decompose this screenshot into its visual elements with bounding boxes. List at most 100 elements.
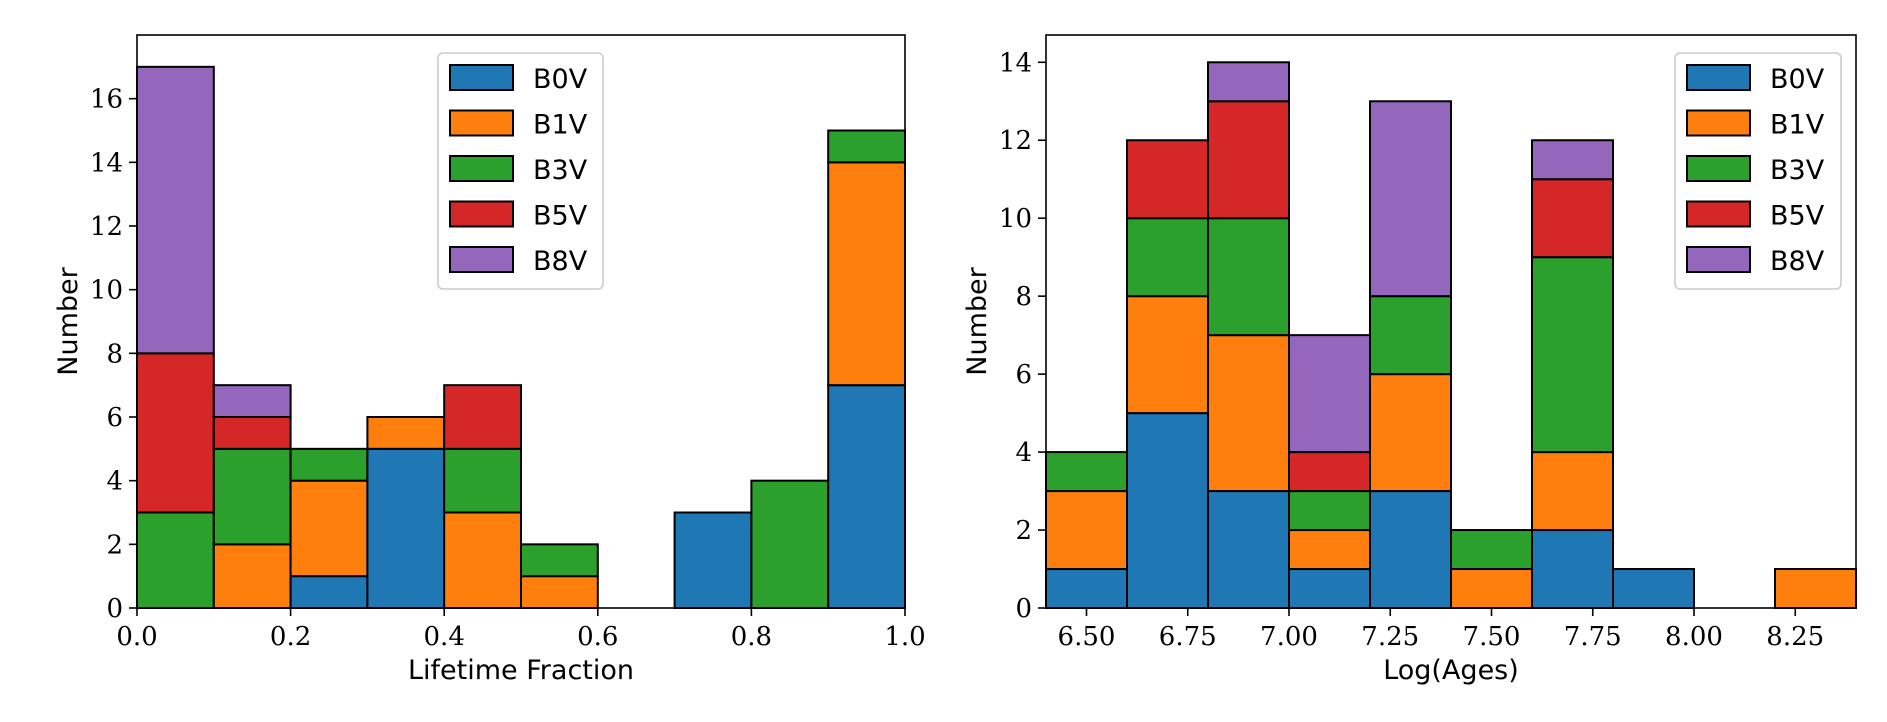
y-axis-label: Number [962, 266, 993, 375]
x-tick-label: 0.2 [270, 622, 311, 652]
bar-b1v-bin-5 [520, 575, 599, 610]
x-tick-label: 7.50 [1463, 622, 1521, 652]
bar-b0v-bin-7 [673, 511, 753, 609]
legend-label-b1v: B1V [1770, 110, 1825, 141]
bar-b5v-bin-0 [136, 352, 215, 514]
y-tick-label: 2 [106, 530, 123, 560]
x-tick-label: 6.75 [1159, 622, 1217, 652]
bar-b0v-bin-7 [1612, 568, 1695, 609]
bar-b3v-bin-3 [1288, 490, 1371, 532]
bar-b3v-bin-8 [750, 479, 830, 609]
legend-swatch-b0v [449, 64, 514, 91]
legend-label-b8v: B8V [533, 246, 588, 277]
bar-b1v-bin-3 [366, 416, 446, 450]
bar-b1v-bin-9 [827, 161, 907, 387]
x-axis-label: Log(Ages) [1383, 655, 1519, 686]
bar-b3v-bin-0 [1045, 451, 1128, 493]
bar-b3v-bin-2 [289, 447, 369, 482]
legend-swatch-b3v [1686, 155, 1751, 182]
x-tick-label: 6.50 [1058, 622, 1116, 652]
x-tick-label: 1.0 [884, 622, 925, 652]
bar-b0v-bin-0 [1045, 568, 1128, 609]
bar-b3v-bin-2 [1207, 217, 1290, 337]
y-tick-label: 0 [106, 594, 123, 624]
bar-b3v-bin-4 [443, 447, 523, 514]
bar-b1v-bin-6 [1531, 451, 1614, 532]
legend-swatch-b8v [1686, 246, 1751, 273]
bar-b3v-bin-0 [136, 511, 215, 609]
bar-b5v-bin-2 [1207, 100, 1290, 220]
bar-b1v-bin-4 [443, 511, 523, 609]
bar-b0v-bin-3 [1288, 568, 1371, 609]
y-tick-label: 2 [1015, 516, 1032, 546]
bar-b1v-bin-5 [1450, 568, 1533, 609]
legend-swatch-b5v [449, 200, 514, 228]
bar-b5v-bin-6 [1531, 178, 1614, 259]
bar-b1v-bin-9 [1774, 568, 1857, 609]
y-tick-label: 10 [999, 204, 1032, 234]
legend-swatch-b0v [1686, 64, 1751, 91]
y-tick-label: 0 [1015, 594, 1032, 624]
legend-swatch-b8v [449, 246, 514, 273]
bar-b8v-bin-0 [136, 65, 215, 355]
y-tick-label: 8 [106, 339, 123, 369]
bar-b8v-bin-1 [212, 384, 292, 418]
bar-b8v-bin-6 [1531, 139, 1614, 181]
y-tick-label: 16 [90, 85, 123, 115]
bar-b3v-bin-9 [827, 129, 907, 164]
bar-b8v-bin-2 [1207, 61, 1290, 103]
bar-b0v-bin-6 [1531, 529, 1614, 610]
bar-b0v-bin-3 [366, 447, 446, 610]
bar-b1v-bin-2 [1207, 334, 1290, 493]
x-tick-label: 0.4 [424, 622, 465, 652]
x-tick-label: 8.25 [1766, 622, 1824, 652]
legend-label-b0v: B0V [1770, 64, 1825, 95]
legend-swatch-b1v [449, 109, 514, 137]
x-tick-label: 0.6 [577, 622, 618, 652]
x-tick-label: 0.0 [116, 622, 157, 652]
legend-label-b5v: B5V [533, 201, 588, 232]
bar-b0v-bin-9 [827, 384, 907, 609]
axes-frame [136, 34, 906, 609]
y-tick-label: 14 [90, 148, 123, 178]
axes-frame [1045, 34, 1857, 609]
legend-label-b3v: B3V [1770, 155, 1825, 186]
x-tick-label: 7.25 [1361, 622, 1419, 652]
y-tick-label: 8 [1015, 282, 1032, 312]
bar-b3v-bin-4 [1369, 295, 1452, 376]
y-tick-label: 4 [106, 467, 123, 497]
bar-b1v-bin-3 [1288, 529, 1371, 571]
chart-lifetime-fraction: 0.0 0.2 0.4 0.6 0.8 1.0 0 2 4 6 8 10 12 14 16 Lifetime … [53, 34, 926, 686]
legend-label-b3v: B3V [533, 155, 588, 186]
bar-b0v-bin-2 [289, 575, 369, 610]
bar-b0v-bin-1 [1126, 412, 1209, 610]
bar-b1v-bin-4 [1369, 373, 1452, 493]
y-tick-label: 6 [106, 403, 123, 433]
bar-b8v-bin-4 [1369, 100, 1452, 298]
bar-b5v-bin-4 [443, 384, 523, 450]
bar-b3v-bin-1 [1126, 217, 1209, 298]
bar-b5v-bin-1 [212, 416, 292, 450]
x-tick-label: 7.00 [1260, 622, 1318, 652]
bar-b5v-bin-1 [1126, 139, 1209, 220]
bar-b0v-bin-4 [1369, 490, 1452, 609]
y-tick-label: 12 [90, 212, 123, 242]
bar-b1v-bin-2 [289, 479, 369, 578]
y-tick-label: 14 [999, 48, 1032, 78]
x-tick-label: 7.75 [1564, 622, 1622, 652]
y-tick-label: 12 [999, 126, 1032, 156]
legend-label-b0v: B0V [533, 64, 588, 95]
bar-b5v-bin-3 [1288, 451, 1371, 493]
x-tick-label: 0.8 [731, 622, 772, 652]
y-tick-label: 10 [90, 276, 123, 306]
y-axis-label: Number [53, 266, 84, 375]
y-tick-label: 4 [1015, 438, 1032, 468]
bar-b1v-bin-1 [212, 543, 292, 609]
bar-b1v-bin-1 [1126, 295, 1209, 415]
legend-swatch-b1v [1686, 109, 1751, 137]
bar-b0v-bin-2 [1207, 490, 1290, 609]
legend-label-b5v: B5V [1770, 201, 1825, 232]
bar-b3v-bin-6 [1531, 256, 1614, 454]
x-axis-label: Lifetime Fraction [408, 655, 634, 686]
